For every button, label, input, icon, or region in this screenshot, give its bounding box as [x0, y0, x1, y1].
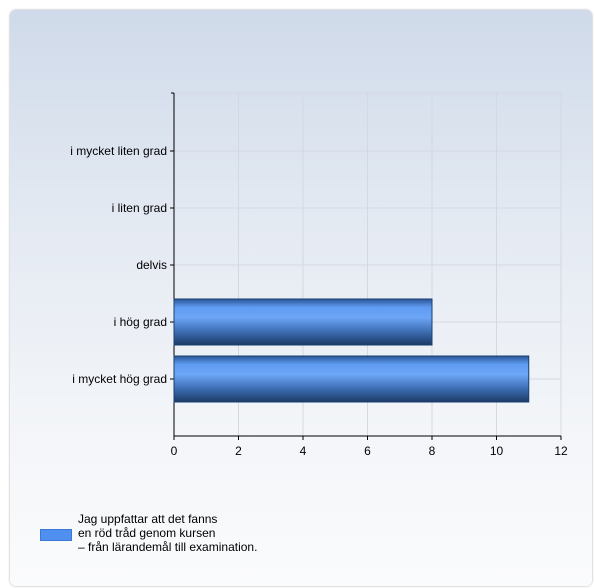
- x-tick-label: 2: [235, 444, 242, 458]
- x-tick-label: 8: [429, 444, 436, 458]
- bars: [173, 298, 530, 403]
- bar: [173, 355, 530, 403]
- bar: [173, 298, 433, 346]
- chart-panel: [10, 10, 592, 586]
- x-tick-label: 6: [364, 444, 371, 458]
- x-tick-label: 12: [554, 444, 568, 458]
- y-tick-label: i liten grad: [112, 201, 167, 215]
- legend-swatch: [40, 529, 72, 541]
- y-tick-label: i hög grad: [114, 315, 167, 329]
- x-tick-label: 0: [171, 444, 178, 458]
- y-tick-label: i mycket liten grad: [70, 144, 167, 158]
- y-tick-label: i mycket hög grad: [72, 372, 167, 386]
- tick-labels: 0 2 4 6 8 10 12 i mycket liten grad i liten grad…: [70, 144, 568, 458]
- y-tick-label: delvis: [136, 258, 167, 272]
- x-tick-label: 4: [300, 444, 307, 458]
- legend-label: Jag uppfattar att det fanns en röd tråd …: [78, 512, 258, 554]
- x-tick-label: 10: [490, 444, 504, 458]
